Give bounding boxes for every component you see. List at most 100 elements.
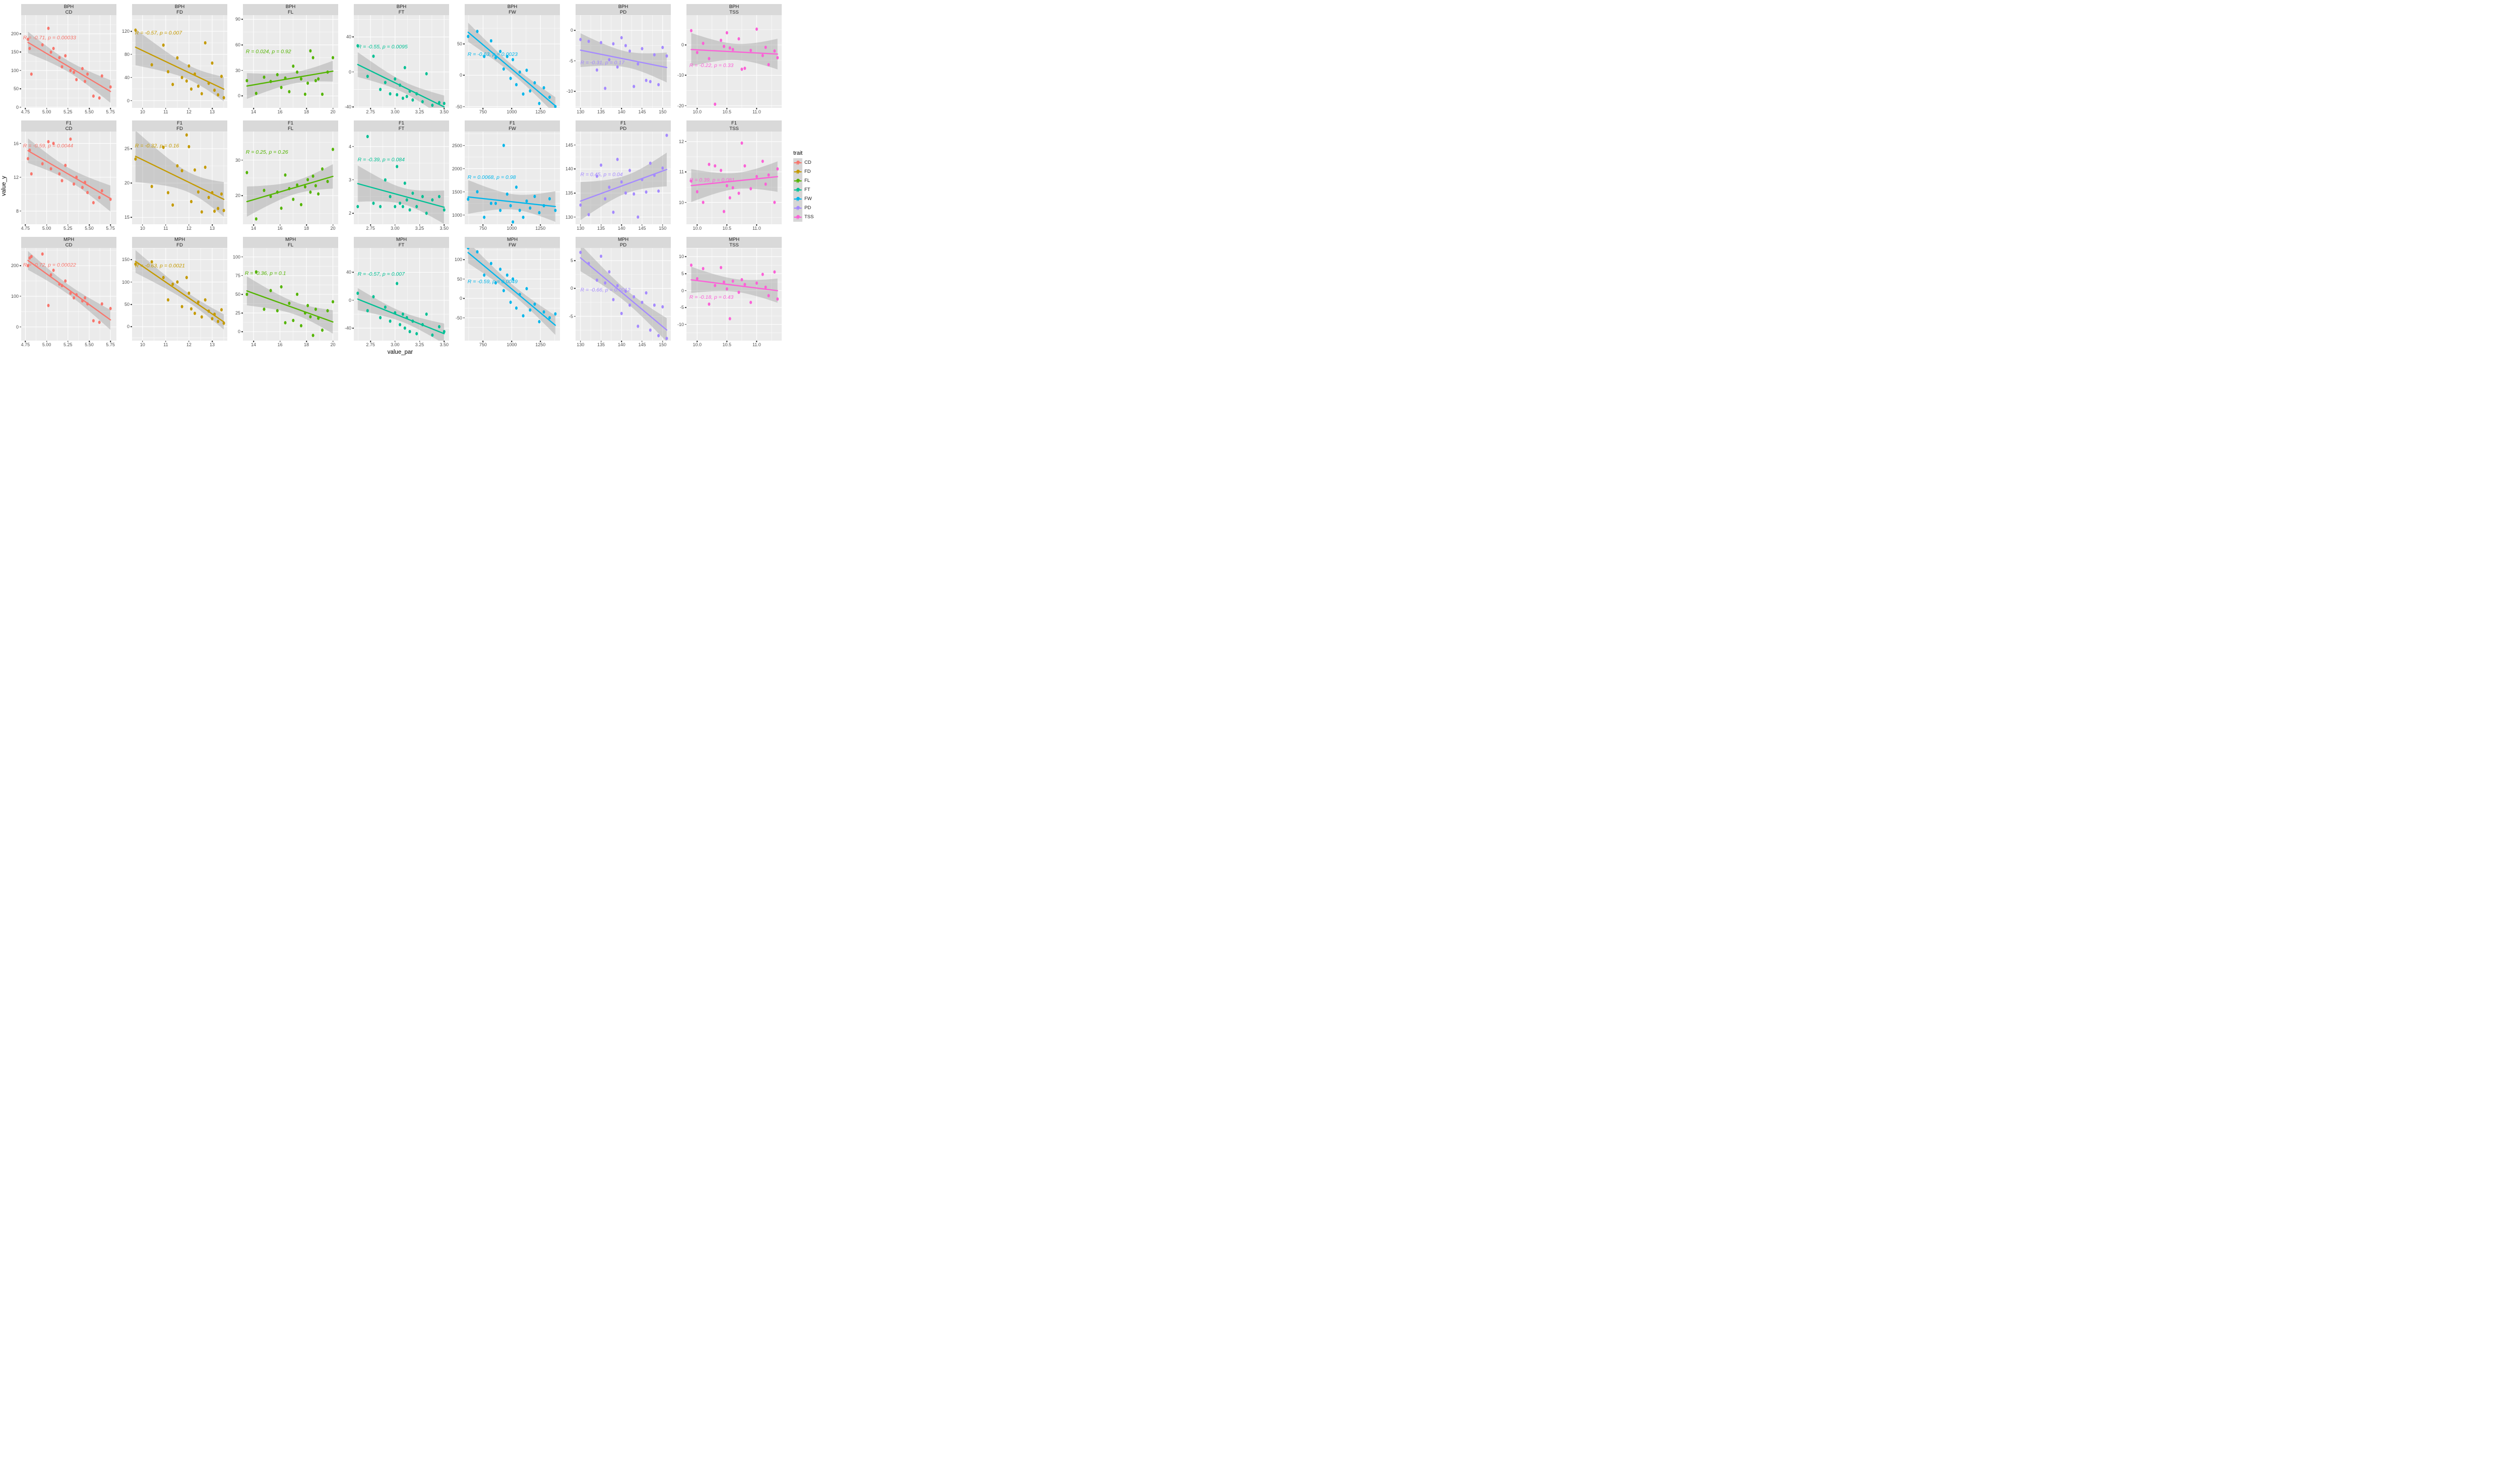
x-tick-mark <box>306 224 307 226</box>
data-point <box>180 305 183 308</box>
scatter-plot-area: R = 0.024, p = 0.92 <box>243 15 338 108</box>
data-point <box>525 69 528 72</box>
facet-strip-row-label: BPH <box>132 4 227 10</box>
data-point <box>384 178 387 182</box>
data-point <box>187 64 191 68</box>
scatter-plot-area: R = 0.25, p = 0.26 <box>243 132 338 224</box>
facet-panel: BPH PD -10 -5 0 R = -0.31, p = 0.17 130 135… <box>562 4 673 115</box>
data-point <box>538 211 541 215</box>
y-tick-label: 130 <box>565 214 573 220</box>
facet-strip-trait-label: CD <box>21 242 116 248</box>
y-tick-label: 200 <box>11 263 19 269</box>
y-tick-mark <box>352 213 354 214</box>
facet-panel: BPH FW -50 0 50 R = -0.63, p = 0.0023 750 1… <box>452 4 562 115</box>
y-tick-label: -5 <box>679 305 684 310</box>
y-tick-label: 40 <box>346 34 351 40</box>
y-tick-mark <box>241 159 243 161</box>
scatter-plot-area: R = -0.63, p = 0.0023 <box>465 15 560 108</box>
data-point <box>483 54 486 58</box>
data-point <box>731 186 734 189</box>
x-tick-mark <box>110 341 111 342</box>
data-point <box>321 328 324 332</box>
facet-panels-grid: BPH CD 0 50 100 150 200 R = -0.71, p = 0.000… <box>8 4 792 348</box>
x-tick-label: 3.00 <box>391 342 400 347</box>
facet-panel: BPH FD 0 40 80 120 R = -0.57, p = 0.007 10 1… <box>119 4 230 115</box>
data-point <box>92 201 95 205</box>
legend-key-icon: a <box>793 185 802 195</box>
y-tick-label: 150 <box>11 49 19 55</box>
x-axis-ticks: 130 135 140 145 150 <box>576 108 671 115</box>
y-tick-label: 0 <box>348 69 351 75</box>
y-tick-mark <box>463 259 465 260</box>
data-point <box>176 164 179 168</box>
y-axis-ticks: 130 135 140 145 <box>562 132 576 224</box>
facet-strip-row-label: F1 <box>354 120 449 126</box>
data-point <box>296 70 299 74</box>
x-tick-mark <box>756 224 758 226</box>
y-axis-ticks: 0 30 60 90 <box>230 15 243 108</box>
x-tick-mark <box>600 341 602 342</box>
confidence-band <box>246 276 333 334</box>
y-tick-label: 0 <box>16 324 19 330</box>
data-point <box>288 301 291 305</box>
data-point <box>109 198 112 201</box>
y-axis-title-container: value_y <box>0 4 8 367</box>
data-point <box>217 93 220 97</box>
data-point <box>518 209 521 212</box>
data-point <box>773 49 776 53</box>
facet-strip-trait-label: TSS <box>686 126 782 132</box>
scatter-plot-area: R = -0.31, p = 0.17 <box>576 15 671 108</box>
y-tick-mark <box>20 265 21 266</box>
x-tick-mark <box>142 341 143 342</box>
data-point <box>200 210 203 214</box>
data-point <box>86 302 89 306</box>
x-tick-label: 130 <box>577 226 585 231</box>
data-point <box>749 300 752 304</box>
data-point <box>645 291 648 295</box>
data-point <box>28 148 31 152</box>
x-tick-mark <box>395 341 396 342</box>
x-tick-label: 2.75 <box>366 226 375 231</box>
correlation-annotation: R = -0.71, p = 0.00033 <box>23 35 76 41</box>
faceted-correlation-figure: value_y BPH CD 0 50 100 150 200 R = -0.71, p… <box>0 0 813 367</box>
x-tick-mark <box>110 224 111 226</box>
data-point <box>714 164 717 168</box>
facet-strip-trait-label: FT <box>354 242 449 248</box>
y-tick-label: 50 <box>13 86 19 92</box>
data-point <box>314 79 317 83</box>
x-tick-mark <box>370 224 371 226</box>
x-tick-mark <box>621 224 622 226</box>
data-point <box>366 135 369 139</box>
y-tick-label: 10 <box>678 200 684 205</box>
data-point <box>314 307 317 311</box>
data-point <box>27 264 29 268</box>
y-axis-ticks: 0 25 50 75 100 <box>230 248 243 341</box>
scatter-plot-area: R = -0.55, p = 0.0095 <box>354 15 449 108</box>
data-point <box>134 157 137 161</box>
x-tick-label: 135 <box>597 226 605 231</box>
y-tick-mark <box>463 43 465 44</box>
x-tick-mark <box>726 341 728 342</box>
x-tick-label: 3.25 <box>415 226 424 231</box>
data-point <box>633 85 636 88</box>
data-point <box>737 191 740 195</box>
y-tick-label: 2500 <box>452 143 462 148</box>
facet-strip-row-label: MPH <box>465 237 560 242</box>
data-point <box>366 309 369 312</box>
data-point <box>27 37 29 41</box>
data-point <box>288 186 291 190</box>
y-tick-label: 0 <box>237 329 240 335</box>
data-point <box>633 192 636 196</box>
data-point <box>255 270 258 274</box>
y-tick-label: 145 <box>565 142 573 148</box>
x-tick-mark <box>580 224 581 226</box>
confidence-band <box>135 29 224 102</box>
data-point <box>411 191 414 195</box>
legend-item-label: FT <box>804 187 810 193</box>
data-point <box>633 295 636 299</box>
data-point <box>628 168 631 172</box>
facet-strip-trait-label: FL <box>243 10 338 15</box>
y-tick-mark <box>685 141 686 142</box>
x-tick-label: 5.00 <box>42 109 51 114</box>
x-axis-ticks: 750 1000 1250 <box>465 224 560 232</box>
